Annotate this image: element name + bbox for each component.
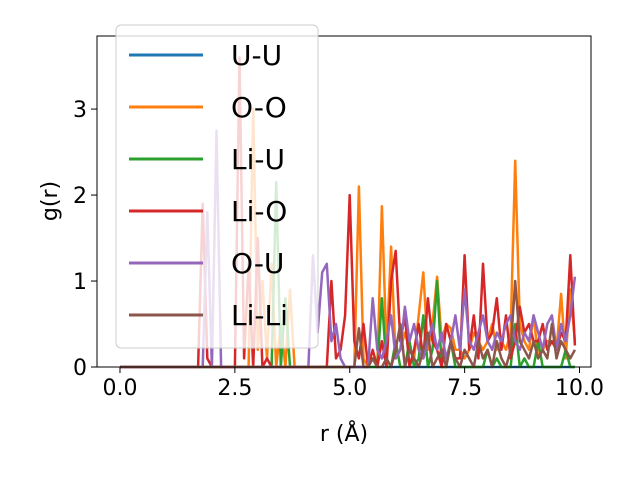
legend-label-li-o: Li-O	[231, 195, 287, 228]
y-axis-label: g(r)	[38, 181, 63, 221]
x-tick-label: 2.5	[217, 376, 252, 401]
y-tick-label: 1	[73, 270, 87, 295]
y-ticks: 0 1 2 3	[73, 98, 97, 381]
x-tick-label: 5.0	[332, 376, 367, 401]
x-ticks: 0.0 2.5 5.0 7.5 10.0	[102, 367, 604, 401]
x-tick-label: 7.5	[447, 376, 482, 401]
y-tick-label: 0	[73, 356, 87, 381]
legend: U-U O-O Li-U Li-O O-U Li-Li	[115, 24, 319, 349]
legend-label-u-u: U-U	[231, 39, 282, 72]
x-tick-label: 10.0	[555, 376, 604, 401]
y-tick-label: 2	[73, 184, 87, 209]
legend-label-li-u: Li-U	[231, 143, 285, 176]
legend-label-o-u: O-U	[231, 247, 284, 280]
x-axis-label: r (Å)	[320, 420, 368, 447]
plot-frame	[96, 35, 592, 368]
y-tick-label: 3	[73, 98, 87, 123]
legend-label-li-li: Li-Li	[231, 299, 288, 332]
x-tick-label: 0.0	[102, 376, 137, 401]
legend-label-o-o: O-O	[231, 91, 287, 124]
